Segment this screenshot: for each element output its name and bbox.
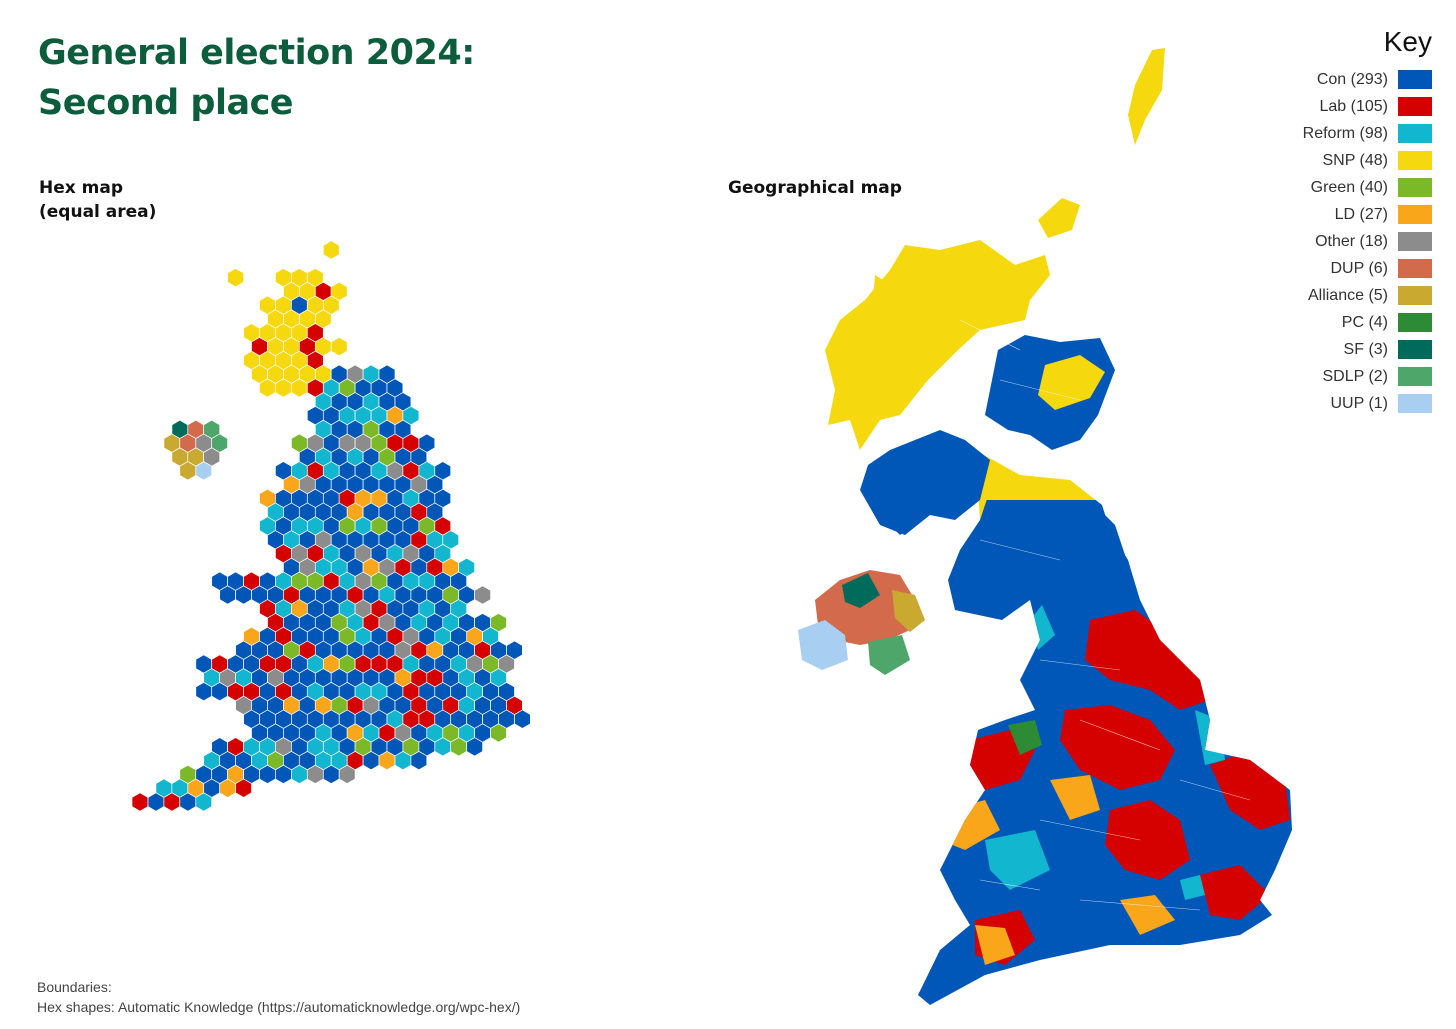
hex-cell-snp <box>322 240 340 260</box>
legend-title: Key <box>1383 26 1432 57</box>
hex-map <box>131 240 531 812</box>
geographical-map <box>798 48 1292 1005</box>
hex-cell-other <box>338 764 356 785</box>
geo-region-london <box>1180 875 1205 900</box>
geo-region-ni-uup <box>798 620 848 670</box>
hex-cell-con <box>514 709 531 729</box>
legend-item-label: SF (3) <box>1343 340 1388 358</box>
geo-map-label: Geographical map <box>728 176 902 200</box>
geo-region-orkney <box>1038 198 1080 238</box>
geo-region-ni-sf <box>842 573 880 608</box>
legend-item-label: Reform (98) <box>1302 124 1388 142</box>
geo-region-anglesey-pc <box>1008 720 1042 755</box>
geo-region-hampshire-ld <box>1120 895 1175 935</box>
hex-cell-lab <box>131 792 149 812</box>
hex-cell-uup <box>195 461 213 481</box>
legend-item-lab: Lab (105) <box>1212 93 1432 120</box>
geo-region-ni-west <box>815 570 915 645</box>
legend-item-label: Other (18) <box>1315 232 1388 250</box>
legend-item-swatch <box>1398 259 1432 278</box>
legend-item-snp: SNP (48) <box>1212 147 1432 174</box>
geo-region-ni-sdlp <box>868 635 910 675</box>
legend-item-swatch <box>1398 205 1432 224</box>
hex-cell-reform <box>195 792 213 812</box>
legend-item-label: DUP (6) <box>1330 259 1389 277</box>
geo-region-south-west-ld <box>975 925 1015 965</box>
hex-cell-con <box>410 750 428 771</box>
hex-cell-other <box>474 585 491 605</box>
title-line-1: General election 2024: <box>38 33 475 73</box>
legend-item-swatch <box>1398 124 1432 143</box>
legend-item-swatch <box>1398 286 1432 305</box>
hex-map-label-line-1: Hex map <box>39 178 123 198</box>
hex-cell-green <box>490 723 507 743</box>
geo-region-midlands-lab <box>1105 800 1190 880</box>
legend-item-other: Other (18) <box>1212 228 1432 255</box>
legend: Key Con (293) Lab (105) Reform (98) SNP (48… <box>1212 24 1432 417</box>
hex-cell-con <box>466 737 483 757</box>
legend-item-ld: LD (27) <box>1212 201 1432 228</box>
legend-item-swatch <box>1398 178 1432 197</box>
legend-items: Con (293) Lab (105) Reform (98) SNP (48) Gre… <box>1212 66 1432 417</box>
legend-item-sdlp: SDLP (2) <box>1212 363 1432 390</box>
credits-line-1: Boundaries: <box>37 979 112 995</box>
hex-cell-lab <box>235 778 252 798</box>
legend-item-label: UUP (1) <box>1330 394 1389 412</box>
legend-item-swatch <box>1398 367 1432 386</box>
geo-map-label-line-1: Geographical map <box>728 178 902 198</box>
hex-cell-snp <box>330 336 348 357</box>
legend-item-green: Green (40) <box>1212 174 1432 201</box>
geo-region-north-east <box>1085 610 1210 710</box>
legend-item-swatch <box>1398 232 1432 251</box>
hex-map-label: Hex map (equal area) <box>39 176 156 224</box>
geo-region-south-wales-reform <box>985 830 1050 890</box>
credits-line-2: Hex shapes: Automatic Knowledge (https:/… <box>37 999 521 1015</box>
legend-item-sf: SF (3) <box>1212 336 1432 363</box>
legend-item-label: SDLP (2) <box>1322 367 1388 385</box>
legend-item-uup: UUP (1) <box>1212 390 1432 417</box>
credits: Boundaries: Hex shapes: Automatic Knowle… <box>37 977 520 1017</box>
legend-item-swatch <box>1398 340 1432 359</box>
legend-item-con: Con (293) <box>1212 66 1432 93</box>
legend-item-swatch <box>1398 151 1432 170</box>
geo-region-skye <box>872 275 898 320</box>
legend-item-swatch <box>1398 70 1432 89</box>
geo-constituency-lines <box>959 319 1251 911</box>
geo-region-kent-lab <box>1200 865 1270 920</box>
legend-item-pc: PC (4) <box>1212 309 1432 336</box>
legend-item-reform: Reform (98) <box>1212 120 1432 147</box>
geo-region-moray-snp <box>1038 355 1105 410</box>
hex-cells <box>131 240 531 812</box>
legend-item-label: LD (27) <box>1334 205 1388 223</box>
legend-item-label: Lab (105) <box>1319 97 1389 115</box>
geo-region-cotswold-ld <box>1050 775 1100 820</box>
geo-region-yorkshire <box>1060 705 1175 790</box>
hex-cell-snp <box>227 267 244 288</box>
legend-item-label: Alliance (5) <box>1307 286 1388 304</box>
legend-item-label: Green (40) <box>1310 178 1388 196</box>
legend-item-label: PC (4) <box>1341 313 1388 331</box>
geo-region-shetland <box>1128 48 1165 145</box>
geo-region-ni-alliance <box>892 590 925 632</box>
legend-item-dup: DUP (6) <box>1212 255 1432 282</box>
page-title: General election 2024: Second place <box>38 28 475 128</box>
legend-item-swatch <box>1398 313 1432 332</box>
title-line-2: Second place <box>38 83 294 123</box>
legend-item-label: SNP (48) <box>1322 151 1388 169</box>
geo-region-argyll <box>860 430 990 535</box>
legend-item-label: Con (293) <box>1316 70 1388 88</box>
hex-map-label-line-2: (equal area) <box>39 202 157 222</box>
legend-item-swatch <box>1398 394 1432 413</box>
legend-item-swatch <box>1398 97 1432 116</box>
legend-item-alliance: Alliance (5) <box>1212 282 1432 309</box>
